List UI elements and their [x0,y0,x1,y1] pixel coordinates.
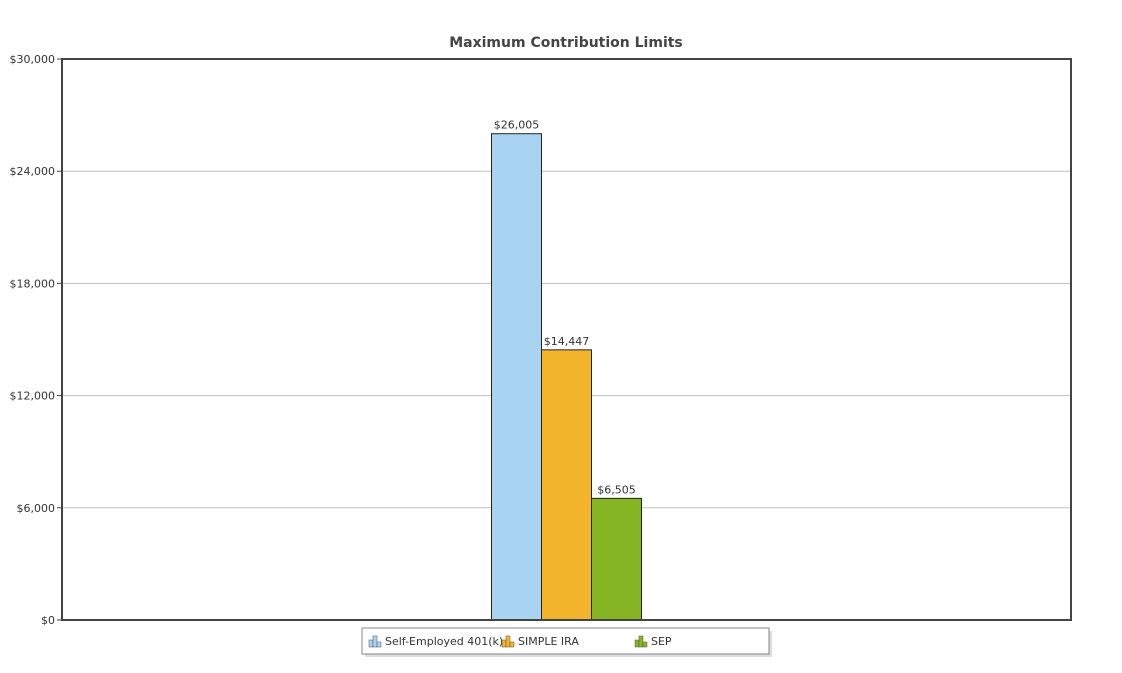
bar [541,349,592,621]
legend: Self-Employed 401(k) SIMPLE IRA SEP [361,627,772,657]
plot-frame [61,58,1072,621]
y-tick-label: $30,000 [10,53,56,66]
y-tick-label: $6,000 [17,502,56,515]
data-labels: $26,005 $14,447 $6,505 [494,119,636,497]
bar-chart-icon [368,635,382,648]
y-axis: $0 $6,000 $12,000 $18,000 $24,000 $30,000 [10,53,62,627]
data-label: $14,447 [544,335,590,348]
bar-chart-icon [501,635,515,648]
legend-box [361,627,770,655]
bars [491,133,642,621]
legend-item: Self-Employed 401(k) [368,635,503,648]
y-tick-label: $12,000 [10,390,56,403]
legend-item: SIMPLE IRA [501,635,579,648]
y-tick-label: $18,000 [10,277,56,290]
data-label: $26,005 [494,119,540,132]
legend-label: SIMPLE IRA [518,635,579,648]
chart-title: Maximum Contribution Limits [449,35,683,51]
y-tick-label: $0 [41,614,55,627]
legend-label: SEP [651,635,672,648]
legend-label: Self-Employed 401(k) [385,635,503,648]
legend-item: SEP [634,635,672,648]
y-tick-label: $24,000 [10,165,56,178]
bar [591,497,642,621]
bar-chart-icon [634,635,648,648]
data-label: $6,505 [597,483,636,496]
bar [491,133,542,621]
